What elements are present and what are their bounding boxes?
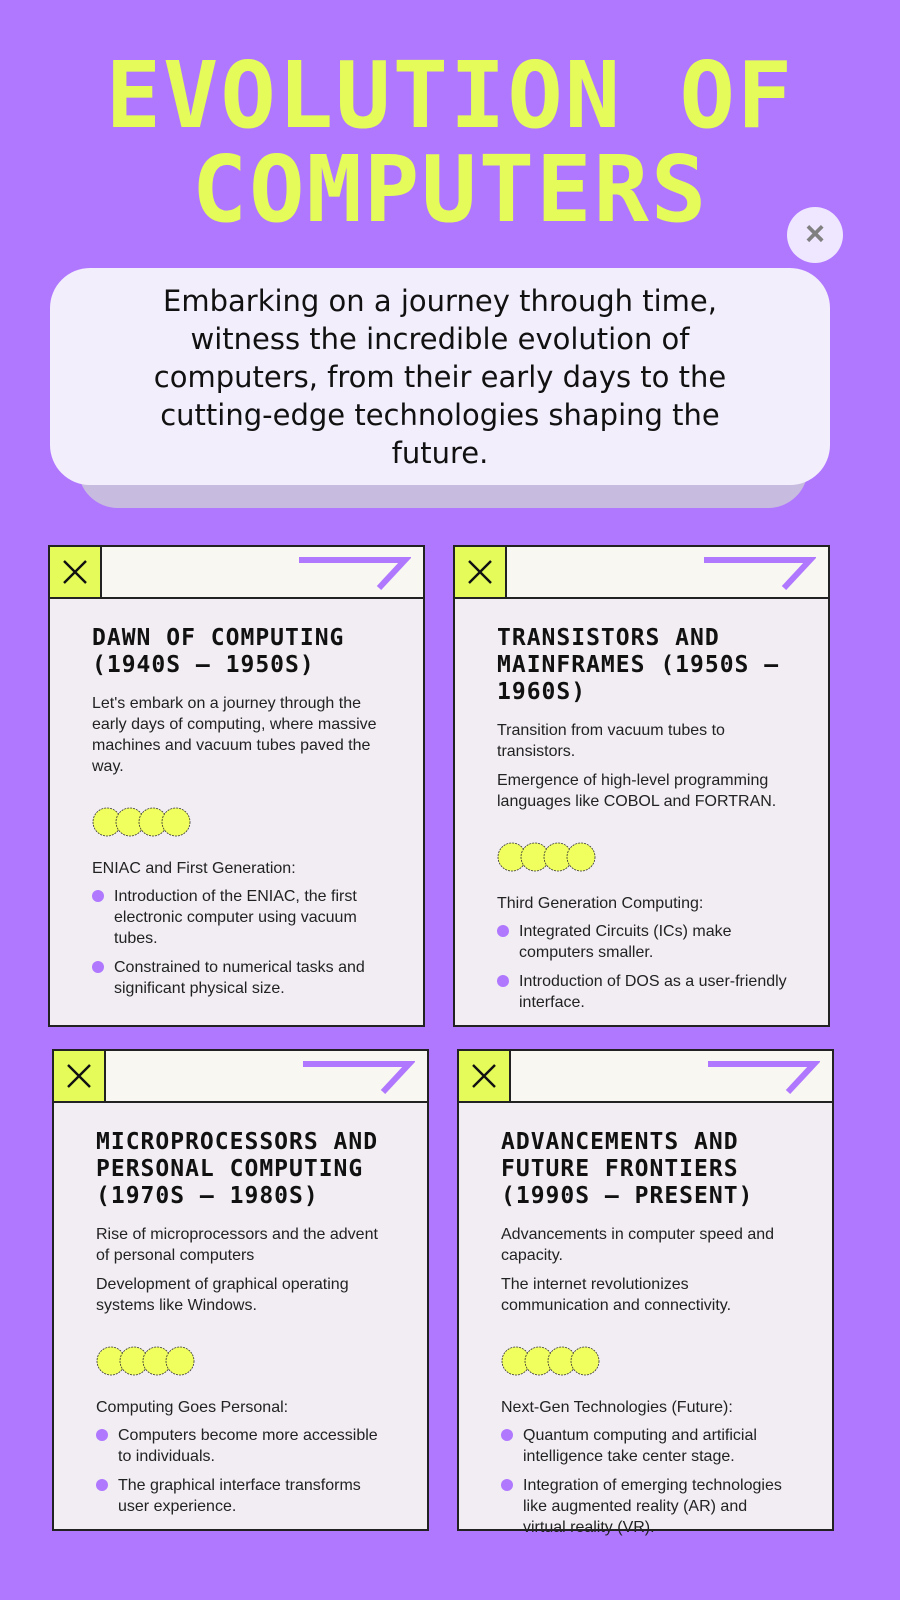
bullet-item: Constrained to numerical tasks and signi… [92,957,383,999]
era-card: TRANSISTORS AND MAINFRAMES (1950S – 1960… [453,545,830,1027]
card-subheading: Third Generation Computing: [497,895,704,912]
close-button[interactable]: × [787,207,843,263]
era-card: MICROPROCESSORS AND PERSONAL COMPUTING (… [52,1049,429,1531]
era-card: ADVANCEMENTS AND FUTURE FRONTIERS (1990S… [457,1049,834,1536]
bubbles-decoration-icon [96,1346,195,1376]
bullet-item: Introduction of DOS as a user-friendly i… [497,971,788,1013]
card-subheading: Computing Goes Personal: [96,1399,289,1416]
arrow-decoration-icon [704,557,816,591]
close-icon[interactable] [54,1051,106,1101]
bubbles-decoration-icon [501,1346,600,1376]
card-title: TRANSISTORS AND MAINFRAMES (1950S – 1960… [497,625,780,705]
bullet-item: Computers become more accessible to indi… [96,1425,387,1467]
close-icon[interactable] [50,547,102,597]
bullet-item: Integrated Circuits (ICs) make computers… [497,921,788,963]
title-line-2: COMPUTERS [191,136,709,243]
card-subheading: Next-Gen Technologies (Future): [501,1399,733,1416]
card-title: MICROPROCESSORS AND PERSONAL COMPUTING (… [96,1129,379,1209]
bubbles-decoration-icon [92,807,191,837]
window-title-bar [459,1051,832,1103]
close-icon[interactable] [459,1051,511,1101]
intro-text: Embarking on a journey through time, wit… [50,268,830,485]
bullet-item: The graphical interface transforms user … [96,1475,387,1517]
title-line-1: EVOLUTION OF [105,42,795,149]
close-icon[interactable] [455,547,507,597]
arrow-decoration-icon [303,1061,415,1095]
card-subheading: ENIAC and First Generation: [92,860,296,877]
card-title: DAWN OF COMPUTING (1940S – 1950S) [92,625,345,678]
card-paragraph: Advancements in computer speed and capac… [501,1226,775,1264]
arrow-decoration-icon [299,557,411,591]
bullet-item: Quantum computing and artificial intelli… [501,1425,792,1467]
card-paragraph: Rise of microprocessors and the advent o… [96,1226,378,1264]
window-title-bar [50,547,423,599]
card-paragraph: Emergence of high-level programming lang… [497,772,777,810]
window-title-bar [54,1051,427,1103]
card-paragraph: Let's embark on a journey through the ea… [92,695,377,775]
era-card: DAWN OF COMPUTING (1940S – 1950S) Let's e… [48,545,425,1027]
bullet-item: Integration of emerging technologies lik… [501,1475,792,1538]
card-paragraph: Transition from vacuum tubes to transist… [497,722,725,760]
card-paragraph: Development of graphical operating syste… [96,1276,349,1314]
card-title: ADVANCEMENTS AND FUTURE FRONTIERS (1990S… [501,1129,754,1209]
bubbles-decoration-icon [497,842,596,872]
card-paragraph: The internet revolutionizes communicatio… [501,1276,732,1314]
bullet-item: Introduction of the ENIAC, the first ele… [92,886,383,949]
window-title-bar [455,547,828,599]
arrow-decoration-icon [708,1061,820,1095]
